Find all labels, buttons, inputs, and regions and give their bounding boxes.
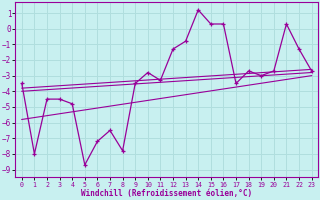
X-axis label: Windchill (Refroidissement éolien,°C): Windchill (Refroidissement éolien,°C) — [81, 189, 252, 198]
